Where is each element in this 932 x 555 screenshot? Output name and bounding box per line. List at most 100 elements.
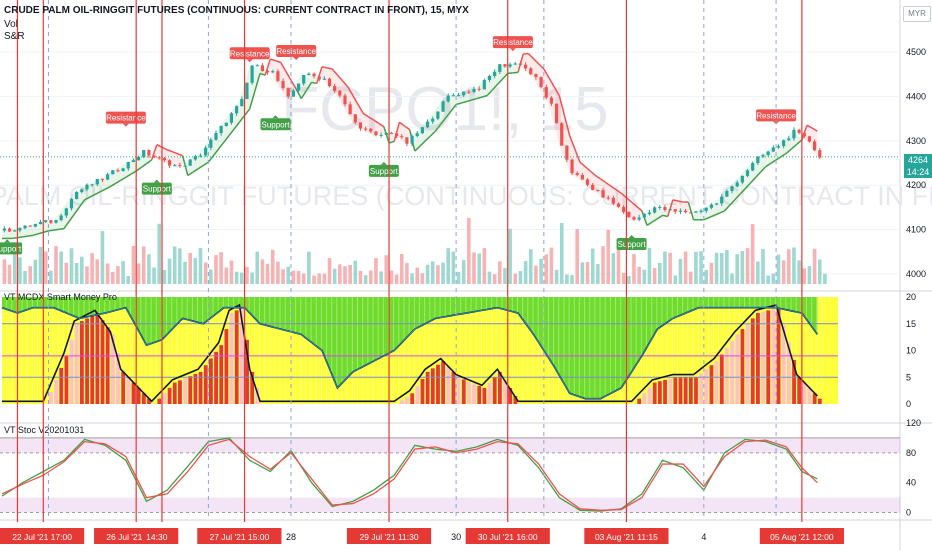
volume-bar [528,249,533,284]
candle-body [255,65,259,67]
candle-body [224,122,228,126]
sr-line-segment [568,135,576,150]
sr-line-segment [238,115,246,123]
sr-line-segment [666,199,674,217]
mcdx-banker-bar [792,359,796,404]
volume-bar [812,248,817,284]
volume-bar [498,261,502,284]
sr-line-segment [207,155,215,163]
volume-bar [301,273,306,284]
volume-bar [394,274,399,284]
signal-time-badge [465,528,550,544]
volume-bar [126,275,131,284]
candle-body [797,129,801,133]
signal-time-label: 27 Jul '21 15:00 [209,532,269,542]
stoc-tick-label: 0 [906,508,911,518]
sr-line-segment [172,151,178,155]
sr-fill [631,202,637,221]
sr-fill [683,202,689,212]
sr-fill [383,126,390,143]
sr-line-segment [156,144,163,148]
candle-body [59,215,63,221]
mcdx-banker-bar [766,310,771,404]
support-badge [616,238,647,250]
volume-bar [817,259,822,284]
volume-bar [353,260,358,284]
volume-bar [296,270,301,284]
candle-body [116,170,120,172]
price-tick-label: 4300 [906,136,926,146]
sr-line-segment [311,81,317,85]
volume-bar [539,258,543,284]
candle-body [379,134,383,136]
volume-bar [513,273,518,284]
volume-bar [766,275,770,284]
mcdx-banker-bar [224,329,229,404]
candle-body [369,128,373,132]
candle-body [69,199,74,209]
mcdx-banker-bar [100,320,105,404]
volume-bar [245,266,249,284]
candle-body [111,170,115,175]
candle-body [771,147,775,152]
volume-bar [745,248,750,284]
mcdx-banker-bar [714,361,719,404]
volume-bar [446,248,451,284]
candle-body [647,212,652,215]
volume-bar [761,248,765,284]
sr-line-segment [285,70,292,81]
candle-body [518,63,523,65]
candle-body [28,225,32,227]
candle-body [730,186,734,191]
mcdx-banker-bar [436,364,440,404]
signal-time-badge [346,528,432,544]
resistance-badge-label: Resistance [493,38,533,47]
candle-body [704,207,708,211]
mcdx-banker-bar [203,365,208,404]
mcdx-banker-bar [116,353,120,404]
candle-body [219,125,223,134]
stoc-tick-label: 40 [906,478,916,488]
mcdx-banker-bar [147,398,151,404]
currency-button[interactable]: MYR [903,6,931,22]
sr-line-segment [424,135,431,142]
sr-fill [136,151,142,172]
volume-bar [270,249,275,284]
sr-line-segment [466,99,472,103]
volume-bar [487,271,492,284]
mcdx-pane[interactable]: VT MCDX Smart Money Pro 0 5 10 15 20 [1,292,916,409]
stoc-series-line [1,438,818,511]
sr-line-segment [507,72,513,75]
mcdx-banker-bar [80,321,84,404]
volume-bar [322,273,327,284]
sr-line-segment [574,148,581,163]
stochastic-pane[interactable]: VT Stoc V20201031 0 40 80 120 [0,418,921,518]
mcdx-banker-bar [642,393,647,404]
volume-bar [647,247,652,284]
sr-fill [43,221,49,233]
volume-bar [49,270,53,284]
candle-body [136,156,141,161]
candle-body [549,97,554,104]
candle-body [818,150,822,158]
price-tick-label: 4200 [906,180,926,190]
mcdx-banker-bar [456,377,461,404]
candle-body [575,173,579,175]
sr-line-segment [254,73,261,92]
candle-body [214,133,218,140]
sr-fill [363,113,369,134]
volume-bar [657,263,662,284]
sr-line-segment [708,214,715,219]
candle-body [580,174,584,180]
mcdx-banker-bar [781,325,786,404]
sr-line-segment [84,196,91,201]
sr-line-segment [99,188,106,193]
sr-line-segment [223,135,230,143]
volume-bar [64,262,69,284]
volume-bar [69,248,74,284]
candle-body [358,122,363,129]
mcdx-banker-bar [699,373,704,404]
mcdx-banker-bar [74,323,79,404]
